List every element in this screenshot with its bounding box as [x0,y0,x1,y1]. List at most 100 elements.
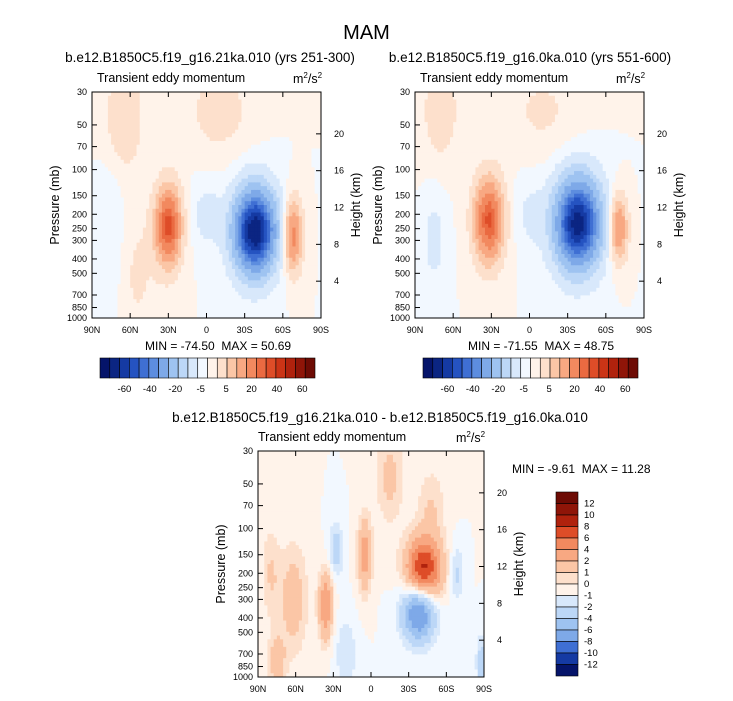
heatmap-cell [289,242,293,247]
heatmap-cell [231,171,236,176]
heatmap-cell [238,103,242,108]
heatmap-cell [111,280,115,285]
heatmap-cell [273,178,277,183]
heatmap-cell [133,253,137,259]
heatmap-cell [225,238,230,244]
heatmap-cell [177,238,182,244]
heatmap-cell [171,280,176,285]
heatmap-cell [155,205,160,210]
heatmap-cell [133,174,137,180]
heatmap-cell [193,182,198,187]
heatmap-cell [174,280,179,285]
heatmap-cell [282,103,287,108]
heatmap-cell [298,295,303,300]
heatmap-cell [158,306,163,311]
heatmap-cell [465,110,470,115]
heatmap-cell [251,171,255,176]
heatmap-cell [104,125,109,131]
heatmap-cell [149,257,153,262]
heatmap-cell [507,92,511,97]
heatmap-cell [314,122,319,127]
heatmap-cell [222,201,226,206]
heatmap-cell [427,118,432,123]
heatmap-cell [289,133,293,138]
heatmap-cell [123,114,128,119]
heatmap-cell [219,235,223,240]
heatmap-cell [107,306,112,311]
heatmap-cell [216,201,220,206]
heatmap-cell [311,178,316,183]
heatmap-cell [241,299,246,304]
heatmap-cell [158,92,163,97]
heatmap-cell [130,163,134,168]
heatmap-cell [247,159,252,164]
heatmap-cell [434,107,438,112]
heatmap-cell [181,261,185,266]
heatmap-cell [139,99,144,104]
heatmap-cell [133,269,137,274]
heatmap-cell [257,201,261,206]
heatmap-cell [282,189,287,195]
heatmap-cell [583,103,588,108]
heatmap-cell [238,238,242,244]
heatmap-cell [101,299,106,304]
heatmap-cell [139,163,144,168]
heatmap-cell [443,103,448,108]
heatmap-cell [136,238,141,244]
heatmap-cell [219,208,223,213]
heatmap-cell [209,133,214,138]
heatmap-cell [146,118,150,123]
heatmap-cell [219,284,223,289]
heatmap-cell [184,208,188,213]
heatmap-cell [282,295,287,300]
heatmap-cell [92,103,96,108]
heatmap-cell [222,178,226,183]
heatmap-cell [574,92,578,97]
heatmap-cell [443,95,448,100]
heatmap-cell [136,302,141,308]
heatmap-cell [254,284,258,289]
heatmap-cell [621,99,626,104]
heatmap-cell [317,95,322,100]
heatmap-cell [305,189,309,195]
heatmap-cell [295,186,300,191]
heatmap-cell [200,148,204,153]
heatmap-cell [465,103,470,108]
heatmap-cell [308,310,312,315]
heatmap-cell [168,310,172,315]
heatmap-cell [196,269,201,274]
heatmap-cell [187,265,191,270]
heatmap-cell [586,110,591,115]
heatmap-cell [317,295,322,300]
heatmap-cell [311,114,316,119]
heatmap-cell [238,242,242,247]
heatmap-cell [111,302,115,308]
heatmap-cell [634,92,639,97]
heatmap-cell [203,178,207,183]
heatmap-cell [107,261,112,266]
heatmap-cell [317,257,322,262]
heatmap-cell [216,250,220,255]
heatmap-cell [98,276,102,281]
heatmap-cell [212,276,217,281]
heatmap-cell [301,280,306,285]
heatmap-cell [203,129,207,134]
heatmap-cell [238,110,242,115]
heatmap-cell [231,272,236,277]
heatmap-cell [200,238,204,244]
heatmap-cell [161,107,166,112]
heatmap-cell [593,92,597,97]
heatmap-cell [107,276,112,281]
heatmap-cell [136,125,141,131]
heatmap-cell [634,95,639,100]
heatmap-cell [126,212,131,217]
heatmap-cell [117,223,122,228]
heatmap-cell [228,253,233,259]
heatmap-cell [120,205,125,210]
heatmap-cell [574,118,578,123]
heatmap-cell [238,193,242,198]
heatmap-cell [276,212,281,217]
heatmap-cell [136,182,141,187]
heatmap-cell [488,103,492,108]
heatmap-cell [251,201,255,206]
